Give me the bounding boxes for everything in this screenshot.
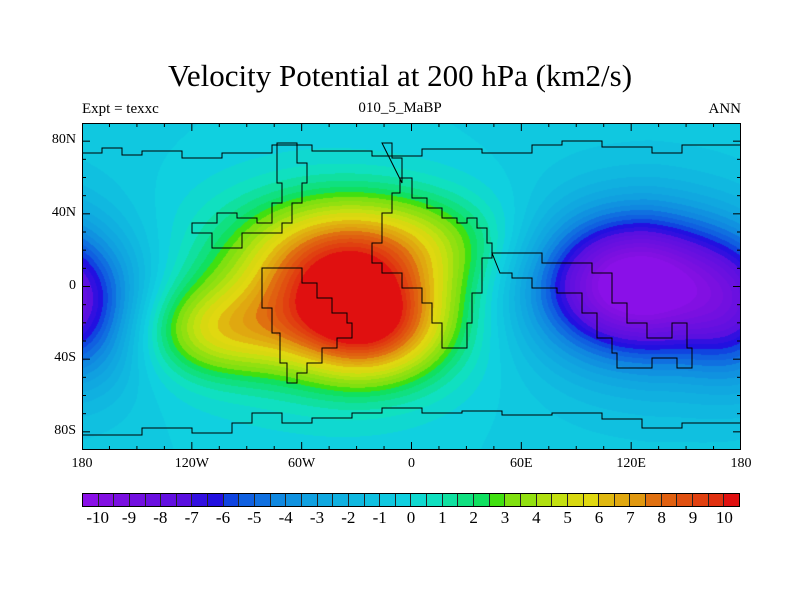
colorbar-box <box>489 494 506 506</box>
colorbar-box <box>646 494 662 506</box>
y-tick-label: 40S <box>54 350 76 366</box>
plot-frame <box>82 123 741 450</box>
coastline-north <box>82 140 741 159</box>
colorbar-label: 6 <box>594 508 604 527</box>
colorbar-box <box>458 494 475 506</box>
colorbar-label: -6 <box>215 508 231 527</box>
colorbar-label: 7 <box>626 508 635 527</box>
colorbar-box <box>161 494 177 506</box>
colorbar-box <box>114 494 130 506</box>
colorbar-box <box>208 494 224 506</box>
colorbar-box <box>442 494 459 506</box>
chart-title: Velocity Potential at 200 hPa (km2/s) <box>167 58 633 93</box>
colorbar-label: -2 <box>341 508 356 527</box>
colorbar-box <box>567 494 584 506</box>
colorbar-box <box>270 494 287 506</box>
y-tick-label: 0 <box>69 277 76 293</box>
x-tick-label: 60W <box>288 456 316 471</box>
colorbar-box <box>677 494 693 506</box>
colorbar-label: -3 <box>309 508 325 527</box>
coastlines <box>82 140 741 436</box>
colorbar <box>82 493 740 507</box>
x-tick-label: 120W <box>174 456 209 471</box>
colorbar-box <box>708 494 725 506</box>
colorbar-box <box>255 494 271 506</box>
colorbar-label: -7 <box>184 508 199 527</box>
colorbar-box <box>301 494 318 506</box>
colorbar-label: -8 <box>153 508 168 527</box>
colorbar-box <box>380 494 396 506</box>
colorbar-box <box>505 494 521 506</box>
colorbar-box <box>286 494 302 506</box>
colorbar-label: 1 <box>438 508 447 527</box>
colorbar-box <box>520 494 537 506</box>
colorbar-label: 3 <box>500 508 510 527</box>
colorbar-label: -10 <box>86 508 109 527</box>
colorbar-box <box>552 494 568 506</box>
colorbar-box <box>614 494 631 506</box>
colorbar-label: -1 <box>372 508 387 527</box>
x-tick-label: 0 <box>408 456 415 471</box>
colorbar-label: 5 <box>563 508 572 527</box>
colorbar-box <box>599 494 615 506</box>
colorbar-box <box>223 494 240 506</box>
colorbar-box <box>411 494 428 506</box>
y-tick-label: 80S <box>54 422 76 438</box>
x-tick-label: 120E <box>616 456 646 471</box>
colorbar-label: 8 <box>657 508 666 527</box>
season-label: ANN <box>708 101 742 117</box>
continent-africa-eurasia <box>371 142 693 369</box>
colorbar-label: -9 <box>121 508 137 527</box>
coastline-south <box>82 407 741 436</box>
colorbar-label: 4 <box>532 508 541 527</box>
colorbar-box <box>145 494 162 506</box>
colorbar-label: 2 <box>469 508 478 527</box>
colorbar-label: -5 <box>247 508 262 527</box>
colorbar-label: 10 <box>715 508 733 527</box>
colorbar-box <box>176 494 193 506</box>
colorbar-box <box>583 494 600 506</box>
y-tick-label: 80N <box>51 132 76 148</box>
colorbar-box <box>395 494 412 506</box>
colorbar-box <box>239 494 256 506</box>
x-tick-label: 180 <box>71 456 93 471</box>
colorbar-label: 9 <box>688 508 698 527</box>
experiment-label: Expt = texxc <box>82 101 159 117</box>
y-tick-label: 40N <box>51 204 76 220</box>
colorbar-label: -4 <box>278 508 293 527</box>
map-plot-area <box>82 123 741 450</box>
colorbar-box <box>317 494 334 506</box>
colorbar-box <box>692 494 709 506</box>
colorbar-box <box>333 494 349 506</box>
colorbar-box <box>83 494 99 506</box>
colorbar-box <box>474 494 490 506</box>
colorbar-box <box>364 494 381 506</box>
colorbar-box <box>98 494 115 506</box>
colorbar-box <box>630 494 647 506</box>
continent-americas <box>191 142 353 384</box>
x-tick-label: 60E <box>510 456 533 471</box>
colorbar-box <box>427 494 443 506</box>
colorbar-box <box>661 494 678 506</box>
x-tick-label: 180 <box>730 456 752 471</box>
colorbar-box <box>536 494 553 506</box>
colorbar-box <box>348 494 365 506</box>
case-label: 010_5_MaBP <box>358 100 442 116</box>
colorbar-box <box>192 494 209 506</box>
colorbar-box <box>129 494 146 506</box>
colorbar-box <box>724 494 739 506</box>
colorbar-label: 0 <box>406 508 416 527</box>
